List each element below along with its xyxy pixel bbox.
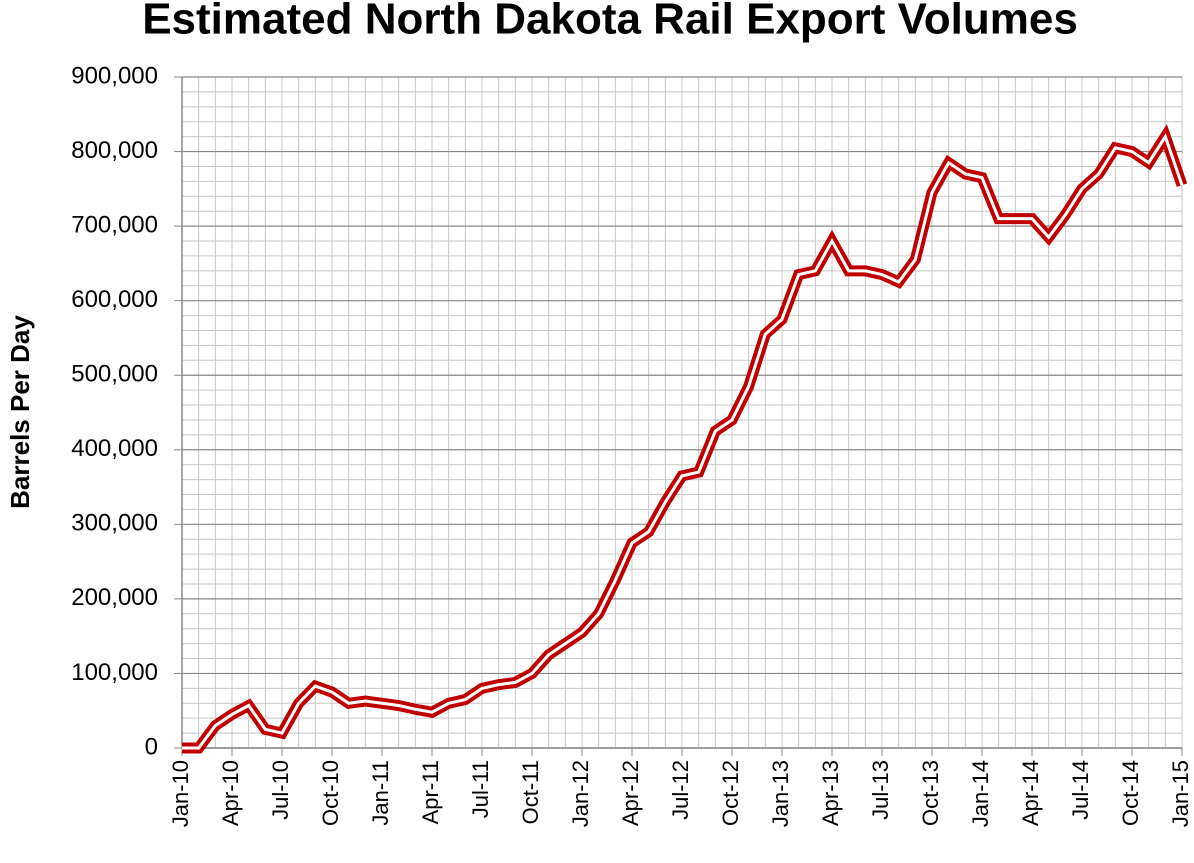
- x-tick-label: Oct-14: [1118, 760, 1143, 826]
- x-tick-label: Apr-13: [818, 760, 843, 826]
- y-tick-label: 900,000: [71, 62, 158, 89]
- x-tick-label: Jan-15: [1168, 760, 1193, 827]
- x-tick-label: Apr-10: [218, 760, 243, 826]
- x-tick-label: Apr-12: [618, 760, 643, 826]
- series-line-inner: [182, 133, 1184, 750]
- y-tick-label: 600,000: [71, 286, 158, 313]
- x-tick-label: Apr-11: [418, 760, 443, 824]
- y-tick-label: 300,000: [71, 510, 158, 537]
- x-tick-label: Jan-12: [568, 760, 593, 827]
- y-axis-label: Barrels Per Day: [5, 315, 35, 509]
- x-tick-label: Jul-12: [668, 760, 693, 820]
- x-tick-label: Jan-11: [368, 760, 393, 826]
- x-tick-label: Oct-13: [918, 760, 943, 826]
- x-tick-label: Oct-11: [518, 760, 543, 824]
- chart-title: Estimated North Dakota Rail Export Volum…: [142, 0, 1078, 44]
- x-tick-label: Oct-12: [718, 760, 743, 826]
- x-tick-label: Jul-14: [1068, 760, 1093, 820]
- y-tick-label: 400,000: [71, 435, 158, 462]
- x-tick-label: Oct-10: [318, 760, 343, 826]
- x-tick-label: Jan-14: [968, 760, 993, 827]
- y-tick-label: 500,000: [71, 361, 158, 388]
- x-tick-label: Jul-13: [868, 760, 893, 820]
- y-tick-label: 800,000: [71, 137, 158, 164]
- y-tick-label: 100,000: [71, 659, 158, 686]
- x-tick-label: Apr-14: [1018, 760, 1043, 826]
- y-tick-label: 0: [145, 733, 158, 760]
- y-tick-label: 700,000: [71, 211, 158, 238]
- x-tick-label: Jul-11: [468, 760, 493, 818]
- x-tick-label: Jan-10: [168, 760, 193, 827]
- x-tick-label: Jan-13: [768, 760, 793, 827]
- y-tick-label: 200,000: [71, 584, 158, 611]
- x-tick-label: Jul-10: [268, 760, 293, 820]
